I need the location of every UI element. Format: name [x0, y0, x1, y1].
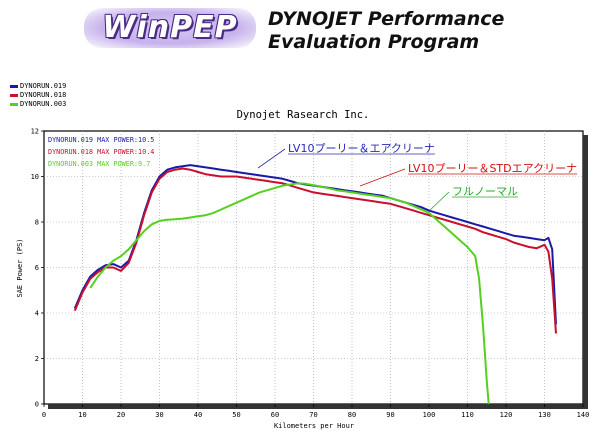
top-legend-item: DYNORUN.003: [10, 100, 66, 109]
header-title-line2: Evaluation Program: [268, 31, 480, 53]
x-tick-label: 100: [423, 411, 436, 419]
plot-shadow-right: [583, 135, 588, 409]
y-tick-label: 2: [35, 355, 39, 363]
x-tick-label: 80: [348, 411, 356, 419]
top-legend-label: DYNORUN.003: [20, 100, 67, 108]
inner-legend-item: DYNORUN.018 MAX POWER:10.4: [48, 148, 154, 156]
series-lines: [73, 164, 557, 405]
header-title-line1: DYNOJET Performance: [268, 8, 505, 30]
annotation-label: LV10プーリー＆エアクリーナ: [288, 142, 435, 155]
annotation-pointer: [257, 148, 286, 169]
annotation-pointer: [359, 168, 406, 187]
annotation-label: LV10プーリー＆STDエアクリーナ: [408, 162, 577, 175]
top-legend-label: DYNORUN.018: [20, 91, 67, 99]
x-tick-label: 90: [386, 411, 394, 419]
y-axis-label: SAE Power (PS): [16, 238, 24, 297]
top-legend: DYNORUN.019 DYNORUN.018 DYNORUN.003: [10, 82, 66, 109]
x-tick-label: 40: [194, 411, 202, 419]
x-tick-label: 140: [577, 411, 590, 419]
top-legend-item: DYNORUN.019: [10, 82, 66, 91]
legend-swatch-1: [10, 93, 18, 97]
y-tick-label: 12: [31, 128, 39, 136]
x-tick-label: 70: [309, 411, 317, 419]
x-tick-label: 60: [271, 411, 279, 419]
x-tick-label: 130: [538, 411, 551, 419]
axis-ticks: 0 10 20 30 40 50 60 70 80 90 100 110 120 130 140 0 2 4 6 8 1…: [31, 128, 590, 420]
legend-swatch-2: [10, 102, 18, 106]
x-tick-label: 0: [42, 411, 46, 419]
chart-title: Dynojet Rasearch Inc.: [237, 109, 370, 121]
top-legend-item: DYNORUN.018: [10, 91, 66, 100]
inner-legend: DYNORUN.019 MAX POWER:10.5 DYNORUN.018 MA…: [48, 136, 154, 168]
y-tick-label: 8: [35, 219, 39, 227]
legend-swatch-0: [10, 84, 18, 88]
winpep-logo: WinPEP: [84, 8, 256, 48]
x-tick-label: 110: [461, 411, 474, 419]
x-tick-label: 10: [78, 411, 86, 419]
inner-legend-item: DYNORUN.019 MAX POWER:10.5: [48, 136, 154, 144]
annotation-label: フルノーマル: [452, 185, 518, 198]
y-tick-label: 4: [35, 310, 39, 318]
top-legend-label: DYNORUN.019: [20, 82, 67, 90]
x-tick-label: 50: [232, 411, 240, 419]
x-tick-label: 30: [155, 411, 163, 419]
y-tick-label: 6: [35, 264, 39, 272]
x-tick-label: 20: [117, 411, 125, 419]
logo-text: WinPEP: [102, 10, 238, 45]
annotation-pointer: [429, 191, 450, 211]
series-line-dynorun-018: [73, 167, 557, 334]
plot-shadow-bottom: [48, 404, 588, 409]
inner-legend-item: DYNORUN.003 MAX POWER:9.7: [48, 160, 150, 168]
y-tick-label: 10: [31, 173, 39, 181]
x-tick-label: 120: [500, 411, 513, 419]
x-axis-label: Kilometers per Hour: [274, 422, 354, 430]
y-tick-label: 0: [35, 401, 39, 409]
series-line-dynorun-003: [89, 182, 490, 405]
